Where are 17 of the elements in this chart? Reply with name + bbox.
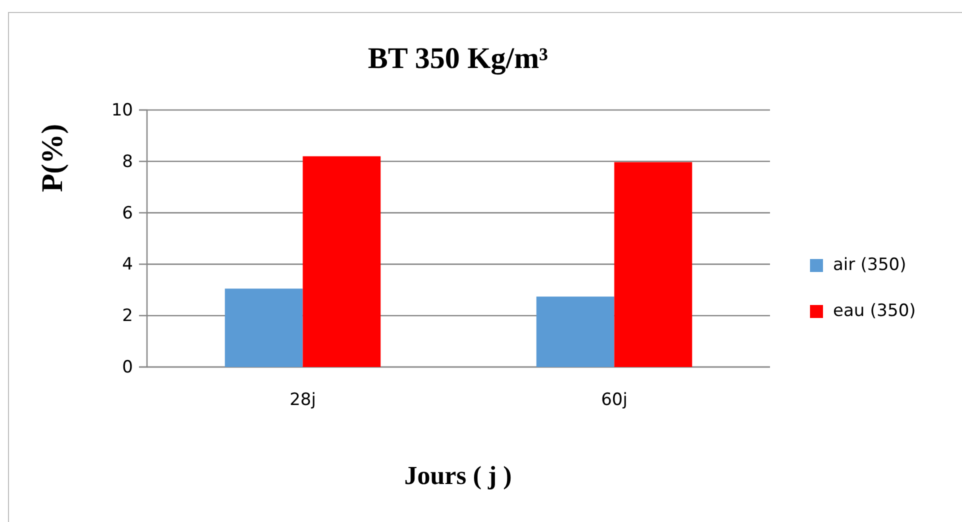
chart-title: BT 350 Kg/m³ (368, 42, 548, 75)
legend-label: air (350) (833, 255, 906, 275)
y-tick-label: 6 (122, 203, 133, 224)
x-tick-label: 60j (601, 390, 628, 410)
y-tick-label: 10 (111, 100, 133, 120)
y-tick-label: 2 (122, 306, 133, 326)
y-axis-title: P(%) (36, 124, 69, 192)
y-tick-label: 4 (122, 254, 133, 275)
y-tick-label: 8 (122, 152, 133, 172)
bar (302, 156, 381, 367)
x-tick-label: 28j (290, 390, 316, 410)
x-axis-title: Jours ( j ) (404, 461, 512, 490)
y-tick-label: 0 (122, 357, 133, 378)
bar (224, 288, 303, 367)
bar (614, 162, 692, 367)
legend-label: eau (350) (833, 301, 916, 321)
bar (536, 296, 614, 367)
